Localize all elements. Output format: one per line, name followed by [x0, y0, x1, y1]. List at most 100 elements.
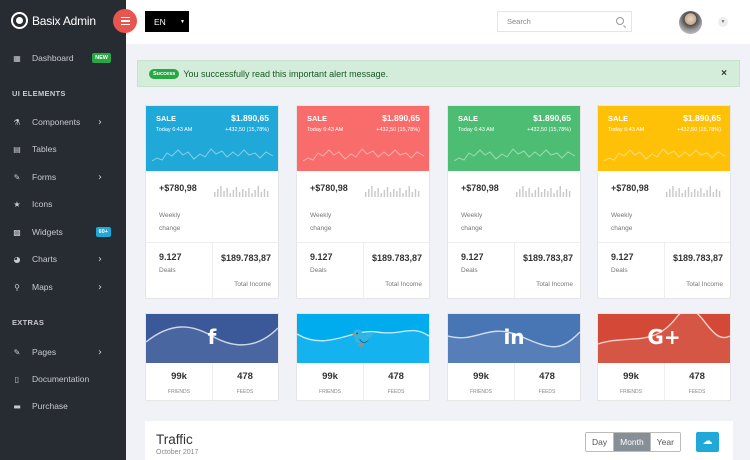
sidebar-item-label: Widgets: [32, 227, 63, 237]
search-icon[interactable]: [616, 17, 624, 25]
feeds-label: FEEDS: [538, 389, 556, 395]
search-placeholder: Search: [507, 17, 531, 26]
alert-message: You successfully read this important ale…: [183, 68, 389, 79]
sidebar-item-tables[interactable]: ▤ Tables: [0, 138, 126, 160]
divider: [448, 242, 580, 243]
sidebar-item-label: Components: [32, 117, 81, 127]
total-income-label: Total Income: [686, 281, 723, 288]
facebook-icon[interactable]: f: [207, 325, 217, 349]
app-logo[interactable]: Basix Admin: [11, 12, 96, 29]
friends-count: 99k: [322, 371, 338, 382]
card-time: Today 6:43 AM: [156, 127, 193, 133]
tab-year[interactable]: Year: [650, 433, 680, 451]
card-change: +432,50 (15,78%): [225, 127, 269, 133]
divider: [514, 243, 515, 300]
card-value: $1.890,65: [231, 113, 269, 123]
sidebar-item-purchase[interactable]: ▬ Purchase: [0, 395, 126, 417]
divider: [212, 363, 213, 402]
user-menu-caret-icon[interactable]: ▼: [718, 17, 728, 27]
friends-count: 99k: [171, 371, 187, 382]
document-icon: ▯: [14, 374, 20, 384]
card-change: +432,50 (15,78%): [677, 127, 721, 133]
social-wave: [297, 329, 429, 363]
chevron-right-icon: ›: [98, 253, 102, 265]
social-header: in: [448, 314, 580, 363]
user-avatar[interactable]: [679, 11, 702, 34]
traffic-title: Traffic: [156, 432, 193, 447]
language-select[interactable]: EN ▼: [145, 11, 189, 32]
search-input[interactable]: Search: [497, 11, 632, 32]
sidebar-item-label: Icons: [32, 199, 53, 209]
card-label: SALE: [458, 114, 479, 123]
tab-day[interactable]: Day: [586, 433, 615, 451]
total-income-label: Total Income: [234, 281, 271, 288]
sidebar-item-pages[interactable]: ✎ Pages ›: [0, 341, 126, 363]
total-income-value: $189.783,87: [672, 253, 723, 263]
weekly-bar-chart: [214, 184, 270, 202]
chevron-right-icon: ›: [98, 116, 102, 128]
card-value: $1.890,65: [683, 113, 721, 123]
divider: [664, 363, 665, 402]
card-header: SALE $1.890,65 Today 6:43 AM +432,50 (15,78…: [598, 106, 730, 192]
cart-icon: ▬: [13, 401, 21, 411]
divider: [598, 242, 730, 243]
sidebar-item-dashboard[interactable]: ▦ Dashboard NEW: [0, 47, 126, 69]
deals-label: Deals: [310, 267, 327, 274]
deals-label: Deals: [159, 267, 176, 274]
sidebar-item-label: Pages: [32, 347, 57, 357]
close-icon[interactable]: ×: [721, 68, 727, 79]
card-sparkline: [604, 148, 726, 162]
dashboard-icon: ▦: [13, 53, 21, 63]
total-income-value: $189.783,87: [522, 253, 573, 263]
sidebar-item-label: Dashboard: [32, 53, 74, 63]
card-change: +432,50 (15,78%): [527, 127, 571, 133]
friends-label: FRIENDS: [620, 389, 642, 395]
twitter-icon[interactable]: 🐦: [350, 325, 376, 349]
components-icon: ⚗: [13, 117, 21, 127]
card-header: SALE $1.890,65 Today 6:43 AM +432,50 (15,78…: [297, 106, 429, 192]
total-income-value: $189.783,87: [220, 253, 271, 263]
caret-down-icon: ▼: [180, 18, 185, 25]
sidebar-item-label: Purchase: [32, 401, 68, 411]
chevron-right-icon: ›: [98, 346, 102, 358]
social-card-facebook: f 99k FRIENDS 478 FEEDS: [145, 313, 279, 402]
sidebar-item-forms[interactable]: ✎ Forms ›: [0, 166, 126, 188]
google-plus-icon[interactable]: G+: [647, 325, 681, 349]
sidebar-item-charts[interactable]: ◕ Charts ›: [0, 248, 126, 270]
sidebar-item-maps[interactable]: ⚲ Maps ›: [0, 276, 126, 298]
traffic-panel: Traffic October 2017 Day Month Year ☁: [145, 421, 733, 460]
weekly-change-value: +$780,98: [159, 183, 197, 193]
feeds-count: 478: [237, 371, 253, 382]
tables-icon: ▤: [13, 144, 21, 154]
social-wave: [448, 330, 580, 363]
social-wave: [146, 326, 278, 363]
divider: [146, 242, 278, 243]
social-card-linkedin: in 99k FRIENDS 478 FEEDS: [447, 313, 581, 402]
sidebar-badge: 60+: [95, 227, 111, 237]
deals-value: 9.127: [461, 252, 484, 262]
section-extras: EXTRAS: [12, 318, 45, 327]
cloud-download-button[interactable]: ☁: [696, 432, 719, 452]
sidebar-item-documentation[interactable]: ▯ Documentation: [0, 368, 126, 390]
friends-label: FRIENDS: [319, 389, 341, 395]
social-wave: [598, 314, 730, 363]
sidebar-item-icons[interactable]: ★ Icons: [0, 193, 126, 215]
sale-stat-card: SALE $1.890,65 Today 6:43 AM +432,50 (15,78…: [597, 105, 731, 300]
sidebar-badge: NEW: [92, 53, 111, 63]
card-time: Today 6:43 AM: [307, 127, 344, 133]
friends-count: 99k: [623, 371, 639, 382]
card-sparkline: [303, 148, 425, 162]
total-income-value: $189.783,87: [371, 253, 422, 263]
sidebar-item-components[interactable]: ⚗ Components ›: [0, 111, 126, 133]
social-header: G+: [598, 314, 730, 363]
card-header: SALE $1.890,65 Today 6:43 AM +432,50 (15,78…: [146, 106, 278, 192]
social-card-google-plus: G+ 99k FRIENDS 478 FEEDS: [597, 313, 731, 402]
linkedin-icon[interactable]: in: [503, 325, 525, 349]
tab-month[interactable]: Month: [614, 433, 651, 451]
social-header: f: [146, 314, 278, 363]
sidebar-item-widgets[interactable]: ▩ Widgets 60+: [0, 221, 126, 243]
calculator-icon: ▩: [13, 227, 21, 237]
card-label: SALE: [156, 114, 177, 123]
menu-toggle-button[interactable]: [113, 9, 137, 33]
feeds-count: 478: [539, 371, 555, 382]
